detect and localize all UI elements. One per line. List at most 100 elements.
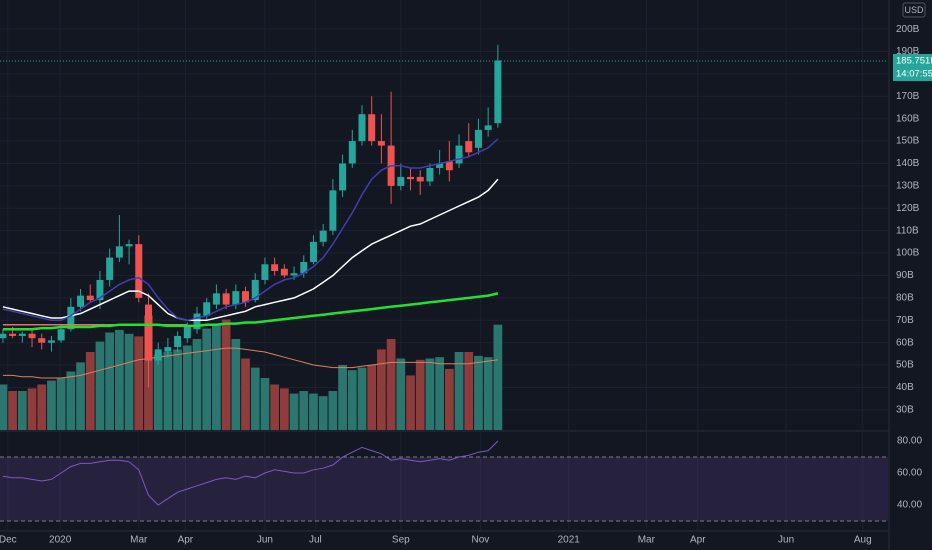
volume-bar	[309, 393, 318, 430]
candle-body	[222, 293, 230, 305]
y-tick-label: 120B	[896, 203, 920, 214]
candle-body	[465, 141, 473, 153]
x-tick-label: Mar	[130, 535, 148, 546]
candle-body	[203, 302, 211, 316]
countdown: 14:07:55	[896, 69, 932, 80]
candle-body	[426, 167, 434, 182]
volume-bar	[347, 370, 357, 430]
volume-bar	[454, 352, 464, 430]
x-tick-label: 2020	[49, 535, 72, 546]
y-tick-label: 70B	[896, 315, 914, 326]
candle-body	[309, 241, 317, 263]
volume-bar	[377, 349, 386, 430]
candle-body	[9, 333, 17, 336]
volume-bar	[76, 362, 85, 430]
volume-bar	[289, 393, 299, 430]
volume-bar	[8, 391, 17, 430]
candle-body	[212, 293, 220, 305]
y-tick-label: 130B	[896, 181, 920, 192]
candle-body	[300, 262, 308, 274]
x-tick-label: Dec	[0, 535, 17, 546]
candle-body	[135, 244, 143, 298]
candle-body	[329, 190, 337, 231]
candle-body	[154, 349, 162, 361]
volume-ma	[2, 347, 498, 379]
y-tick-label: 170B	[896, 91, 920, 102]
volume-bar	[221, 319, 231, 430]
volume-bar	[318, 396, 328, 430]
candle-body	[445, 161, 453, 171]
candle-body	[164, 347, 172, 352]
volume-bar	[231, 339, 241, 430]
volume-bar	[493, 324, 503, 430]
volume-bar	[66, 371, 76, 430]
rsi-tick-label: 60.00	[897, 468, 922, 479]
candle-body	[77, 295, 85, 307]
volume-bar	[0, 384, 8, 430]
volume-bar	[386, 339, 396, 430]
candle-body	[47, 340, 55, 343]
volume-bar	[192, 339, 202, 430]
x-tick-label: Apr	[178, 535, 194, 546]
volume-bar	[444, 368, 454, 430]
candle-body	[86, 295, 94, 301]
candle-body	[407, 176, 415, 180]
volume-bar	[425, 358, 435, 430]
y-tick-label: 80B	[896, 293, 914, 304]
candle-body	[67, 306, 75, 330]
candle-body	[368, 114, 376, 142]
x-tick-label: Apr	[690, 535, 706, 546]
rsi-band	[0, 456, 888, 522]
y-tick-label: 110B	[896, 225, 919, 236]
candle-body	[115, 246, 123, 258]
x-tick-label: Jun	[778, 535, 794, 546]
volume-bar	[483, 357, 493, 430]
candle-body	[174, 335, 182, 348]
volume-bar	[338, 365, 347, 430]
volume-bar	[299, 391, 309, 430]
candle-body	[18, 333, 26, 336]
currency-box[interactable]	[902, 2, 926, 18]
candle-body	[144, 304, 152, 361]
volume-bar	[173, 349, 182, 430]
candle-body	[319, 230, 327, 242]
candle-body	[183, 326, 191, 339]
x-tick-label: Mar	[638, 535, 656, 546]
x-tick-label: Jun	[257, 535, 273, 546]
candle-body	[193, 313, 201, 330]
volume-bar	[47, 380, 56, 430]
rsi-tick-label: 80.00	[897, 436, 922, 447]
volume-bar	[95, 341, 105, 430]
volume-bar	[37, 384, 47, 430]
volume-bar	[134, 336, 144, 430]
volume-bar	[270, 384, 280, 430]
volume-bar	[464, 352, 474, 430]
y-tick-label: 50B	[896, 360, 914, 371]
y-tick-label: 60B	[896, 337, 914, 348]
volume-bar	[328, 391, 338, 430]
candle-body	[0, 333, 7, 339]
y-tick-label: 200B	[896, 24, 920, 35]
candle-body	[28, 333, 36, 339]
y-tick-label: 190B	[896, 46, 920, 57]
moving-average	[2, 292, 499, 331]
volume-bar	[241, 358, 250, 430]
volume-bar	[124, 333, 134, 430]
rsi-line	[2, 440, 499, 506]
volume-bar	[260, 378, 270, 430]
rsi-tick-label: 40.00	[897, 500, 922, 511]
last-price-box	[893, 54, 932, 82]
candle-body	[96, 279, 104, 301]
volume-bar	[212, 323, 221, 430]
volume-bar	[115, 329, 124, 430]
volume-bar	[415, 359, 425, 430]
y-tick-label: 140B	[896, 158, 920, 169]
candle-body	[280, 268, 288, 276]
x-tick-label: Aug	[854, 535, 872, 546]
candle-body	[261, 264, 269, 280]
y-tick-label: 90B	[896, 270, 914, 281]
candle-body	[251, 279, 259, 301]
volume-bar	[182, 345, 192, 430]
candle-body	[348, 141, 356, 164]
